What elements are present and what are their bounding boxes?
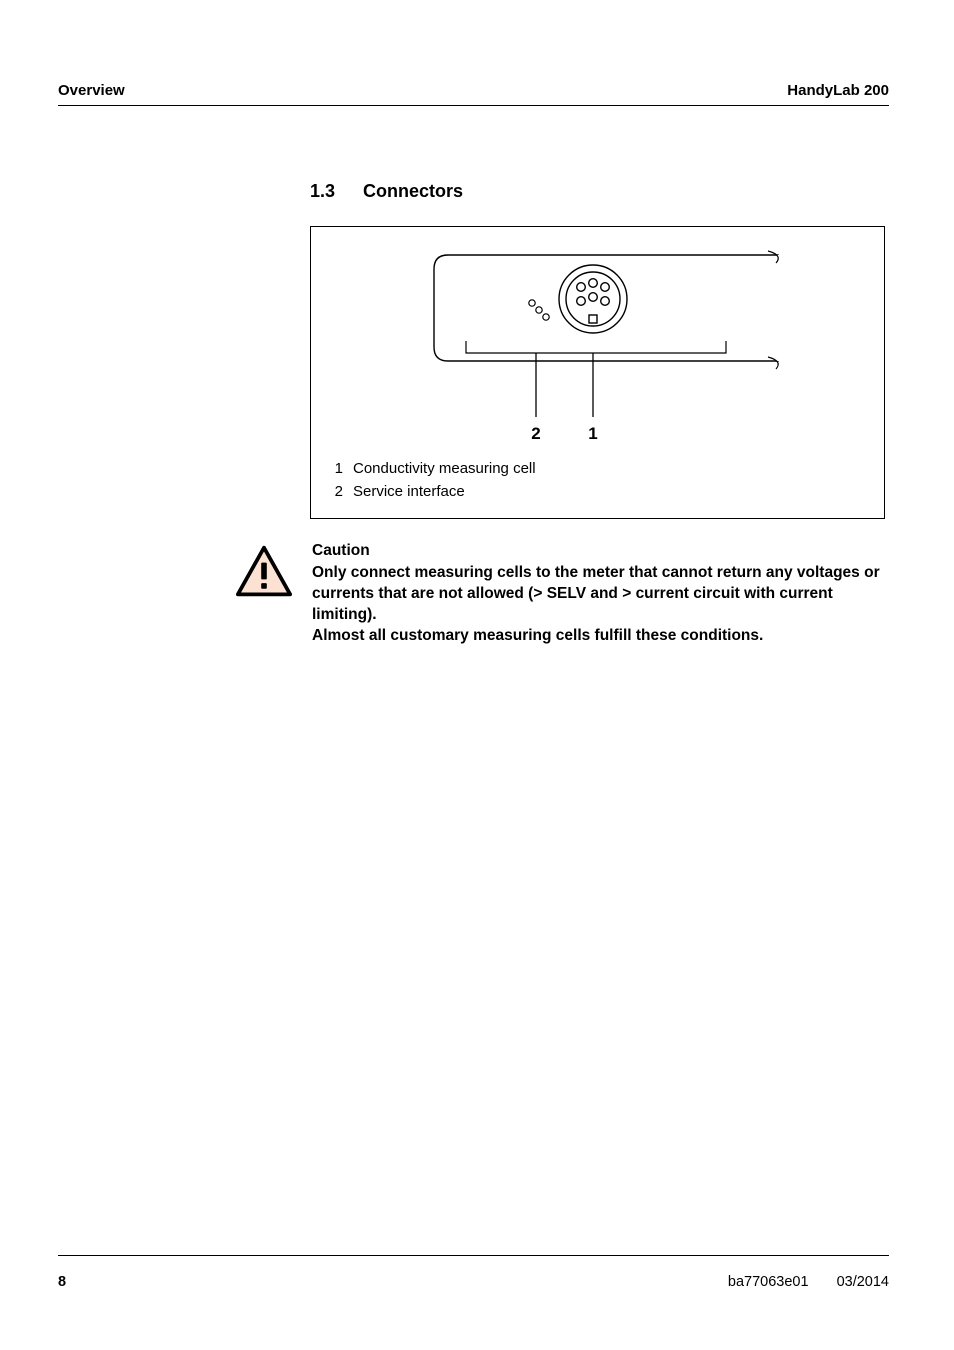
section-number: 1.3 xyxy=(310,181,335,202)
legend-num-1: 1 xyxy=(329,457,343,480)
warning-icon xyxy=(236,545,292,597)
legend-row-2: 2 Service interface xyxy=(329,480,866,503)
page-footer: 8 ba77063e01 03/2014 xyxy=(58,1255,889,1290)
caution-body-2: Almost all customary measuring cells ful… xyxy=(312,626,889,647)
callout-label-1: 1 xyxy=(588,424,597,443)
caution-body-1: Only connect measuring cells to the mete… xyxy=(312,563,889,626)
caution-title: Caution xyxy=(312,541,889,562)
footer-right: ba77063e01 03/2014 xyxy=(700,1274,889,1290)
page-header: Overview HandyLab 200 xyxy=(58,82,889,106)
section-title: Connectors xyxy=(363,181,463,202)
footer-doc-id: ba77063e01 xyxy=(728,1274,809,1290)
connectors-diagram: 2 1 xyxy=(408,241,788,451)
caution-text: Caution Only connect measuring cells to … xyxy=(312,541,889,648)
legend-text-2: Service interface xyxy=(353,480,465,503)
callout-label-2: 2 xyxy=(531,424,540,443)
legend-text-1: Conductivity measuring cell xyxy=(353,457,536,480)
figure-legend: 1 Conductivity measuring cell 2 Service … xyxy=(311,457,884,504)
figure-box: 2 1 1 Conductivity measuring cell 2 Serv… xyxy=(310,226,885,519)
section-heading: 1.3 Connectors xyxy=(310,181,889,202)
footer-date: 03/2014 xyxy=(837,1274,889,1290)
page-number: 8 xyxy=(58,1274,66,1290)
header-left: Overview xyxy=(58,82,125,99)
legend-row-1: 1 Conductivity measuring cell xyxy=(329,457,866,480)
caution-block: Caution Only connect measuring cells to … xyxy=(236,541,889,648)
legend-num-2: 2 xyxy=(329,480,343,503)
header-right: HandyLab 200 xyxy=(787,82,889,99)
